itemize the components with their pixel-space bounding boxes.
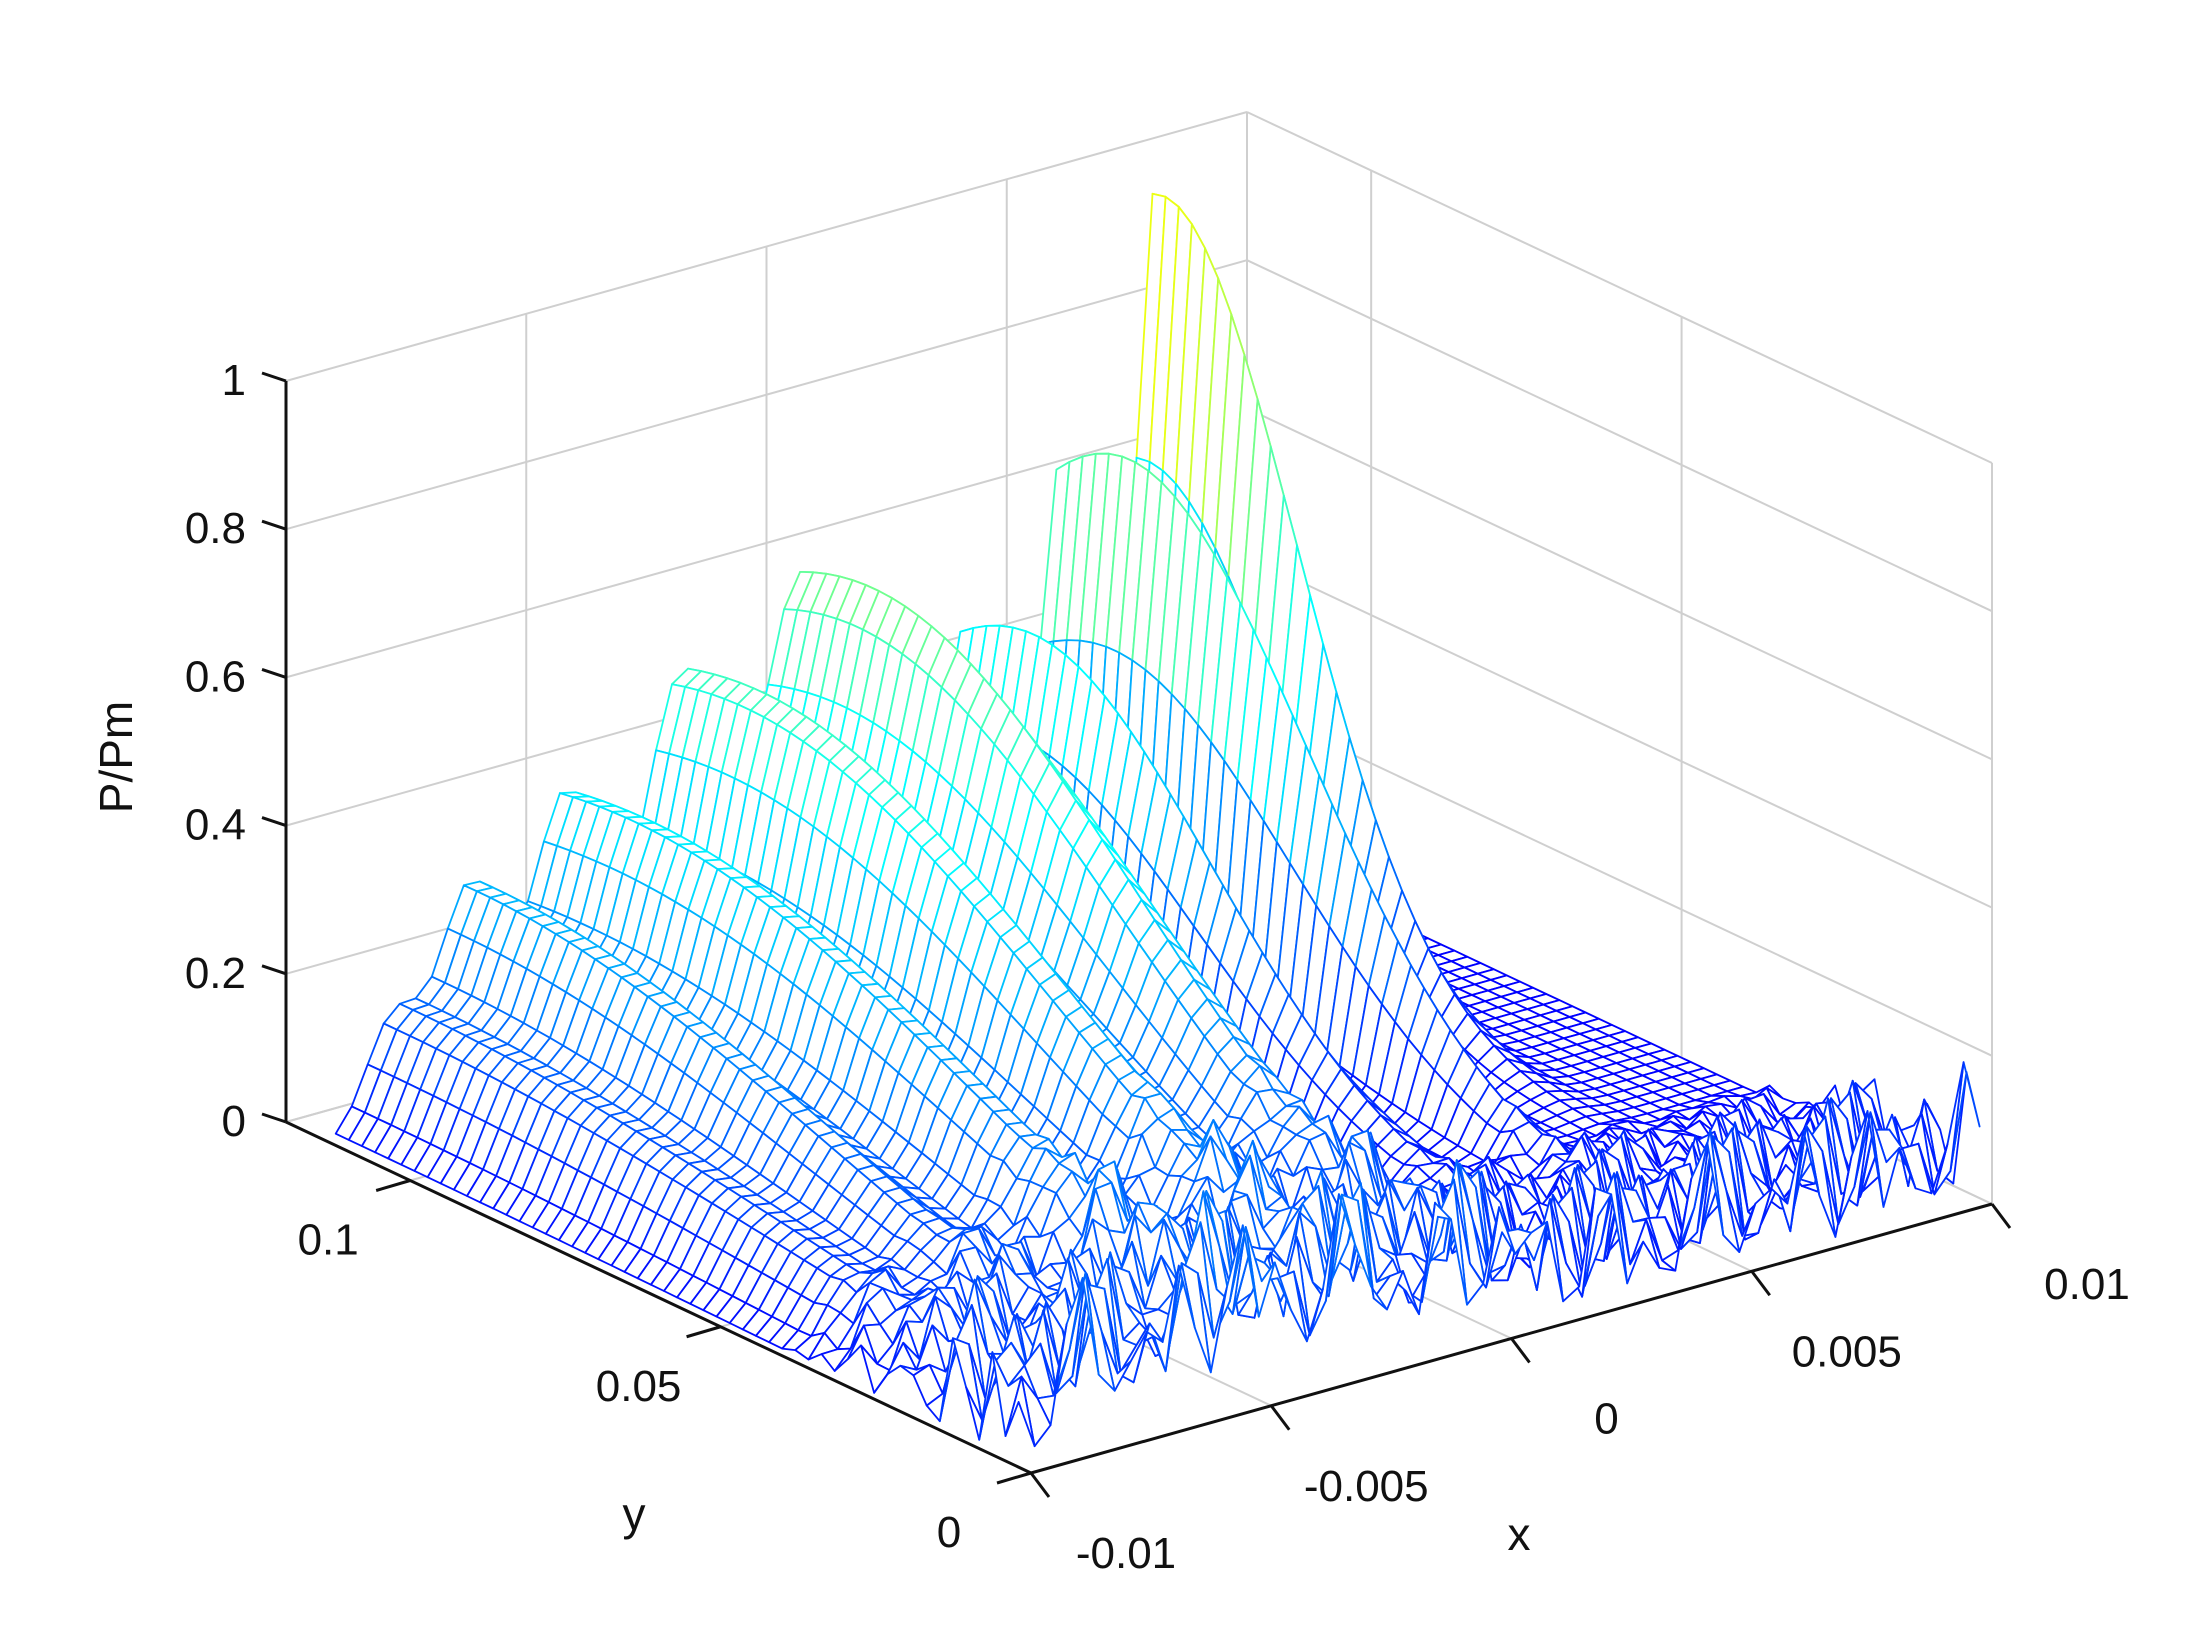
z-tick-label: 0.4 [185, 801, 246, 850]
z-tick [261, 371, 287, 383]
z-axis-label: P/Pm [90, 701, 142, 813]
z-tick-label: 1 [222, 356, 246, 405]
z-tick [261, 667, 287, 679]
x-axis-label: x [1508, 1508, 1531, 1560]
z-tick-label: 0.8 [185, 504, 246, 553]
mesh-cell [1004, 1375, 1036, 1448]
x-tick-label: 0.01 [2044, 1260, 2130, 1309]
x-tick [1990, 1203, 2012, 1229]
z-tick [261, 1112, 287, 1124]
y-tick-label: 0.1 [298, 1216, 359, 1265]
x-tick [1510, 1337, 1531, 1364]
z-tick-label: 0.2 [185, 949, 246, 998]
x-tick-label: -0.005 [1304, 1462, 1429, 1511]
x-tick-label: 0.005 [1792, 1327, 1902, 1376]
x-tick-label: -0.01 [1076, 1529, 1176, 1578]
x-tick-label: 0 [1594, 1395, 1618, 1444]
y-tick [996, 1471, 1032, 1485]
mesh-surface [334, 192, 1981, 1448]
grid-line-z [1246, 111, 1993, 464]
y-tick-label: 0.05 [596, 1362, 682, 1411]
grid-line-z [1246, 259, 1993, 613]
z-tick-label: 0 [222, 1097, 246, 1146]
x-tick [1750, 1270, 1771, 1297]
x-tick [1270, 1404, 1291, 1431]
axes [261, 371, 2012, 1498]
z-tick [261, 816, 287, 828]
y-tick-label: 0 [937, 1508, 961, 1557]
z-tick-label: 0.6 [185, 652, 246, 701]
tick-labels: 0 0.2 0.4 0.6 0.8 1 0 0.05 0.1 -0.01 -0.005 0 0.005 0… [185, 356, 2130, 1578]
y-axis-label: y [623, 1488, 646, 1540]
y-tick [375, 1179, 411, 1192]
z-tick [261, 964, 287, 976]
x-tick [1029, 1472, 1051, 1498]
grid-line-z [1246, 407, 1993, 761]
y-tick [686, 1325, 722, 1339]
z-tick [261, 519, 287, 531]
